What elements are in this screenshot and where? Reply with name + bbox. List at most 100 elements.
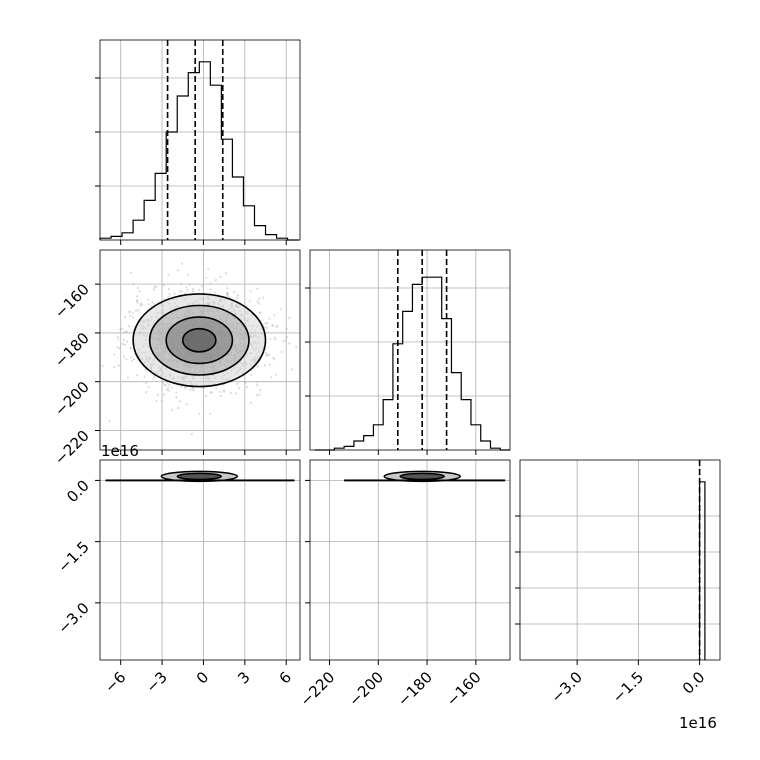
sample-point xyxy=(265,354,268,357)
sample-point xyxy=(139,304,142,307)
sample-point xyxy=(245,385,249,389)
panel-p1-histogram xyxy=(305,249,511,455)
sample-point xyxy=(140,302,143,305)
sample-point xyxy=(214,279,217,282)
sample-point xyxy=(118,347,121,350)
sample-point xyxy=(223,389,226,392)
sample-point xyxy=(186,289,189,292)
sample-point xyxy=(144,368,147,371)
sample-point xyxy=(255,381,258,384)
sample-point xyxy=(135,374,139,377)
sample-point xyxy=(269,337,272,341)
sample-point xyxy=(143,375,146,378)
sample-point xyxy=(256,383,259,387)
sample-point xyxy=(136,286,139,289)
p20-ytick-label-2: 0.0 xyxy=(63,477,93,507)
sample-point xyxy=(132,316,135,319)
sample-point xyxy=(264,351,267,355)
sample-point xyxy=(121,342,124,345)
p22-xtick-label-0: −3.0 xyxy=(547,668,585,706)
sample-point xyxy=(123,343,127,346)
sample-point xyxy=(117,364,120,367)
sample-point xyxy=(205,276,208,279)
sample-point xyxy=(156,393,159,396)
sample-point xyxy=(205,394,208,397)
sample-point xyxy=(219,275,222,279)
p00-frame xyxy=(99,39,301,241)
sample-point xyxy=(255,394,258,397)
sample-point xyxy=(228,295,231,299)
sample-point xyxy=(248,299,251,302)
sample-point xyxy=(180,282,183,285)
sample-point xyxy=(257,302,260,305)
sample-point xyxy=(129,346,132,349)
sample-point xyxy=(126,376,130,379)
sample-point xyxy=(167,295,170,298)
sample-point xyxy=(185,286,188,289)
sample-point xyxy=(154,285,158,289)
sample-point xyxy=(131,359,134,362)
sample-point xyxy=(122,338,125,342)
sample-point xyxy=(134,309,138,312)
sample-point xyxy=(147,385,150,389)
sample-point xyxy=(125,330,129,333)
panel-p0-p1-density: −220 −200 −180 −160 xyxy=(51,249,301,468)
sample-point xyxy=(140,303,144,306)
sample-point xyxy=(152,303,156,306)
sample-point xyxy=(170,408,173,411)
sample-point xyxy=(192,389,195,392)
sample-point xyxy=(219,390,222,393)
sample-point xyxy=(164,384,168,387)
sample-point xyxy=(268,363,271,366)
sample-point xyxy=(191,386,194,389)
sample-point xyxy=(287,342,291,345)
density-contour-inner xyxy=(176,472,223,481)
sample-point xyxy=(209,288,212,291)
p21-xtick-label-0: −220 xyxy=(296,668,338,710)
sample-point xyxy=(163,383,166,387)
sample-point xyxy=(163,393,166,396)
p0-hist-step xyxy=(99,61,299,241)
sample-point xyxy=(273,314,276,317)
p20-ytick-label-0: −3.0 xyxy=(54,599,92,637)
sample-point xyxy=(274,373,278,377)
sample-point xyxy=(176,269,180,272)
sample-point xyxy=(132,358,136,361)
sample-point xyxy=(137,309,140,312)
sample-point xyxy=(224,272,227,275)
y-offset-label: 1e16 xyxy=(101,442,139,460)
sample-point xyxy=(125,358,128,361)
sample-point xyxy=(167,288,171,291)
sample-point xyxy=(123,316,127,319)
sample-point xyxy=(128,311,131,314)
sample-point xyxy=(207,267,210,271)
sample-point xyxy=(276,324,279,328)
sample-point xyxy=(266,353,269,357)
panel-p0-histogram xyxy=(95,39,301,245)
sample-point xyxy=(209,391,212,394)
p20-ytick-label-1: −1.5 xyxy=(54,538,92,576)
sample-point xyxy=(284,339,287,342)
p20-frame xyxy=(99,459,301,661)
sample-point xyxy=(222,390,226,393)
x-offset-label: 1e16 xyxy=(679,714,717,732)
sample-point xyxy=(258,297,261,300)
sample-point xyxy=(129,347,132,350)
sample-point xyxy=(290,368,293,371)
sample-point xyxy=(167,386,170,389)
sample-point xyxy=(144,391,148,394)
sample-point xyxy=(236,294,240,297)
sample-point xyxy=(161,382,164,385)
sample-point xyxy=(155,399,158,403)
sample-point xyxy=(192,289,195,293)
sample-point xyxy=(177,406,180,410)
panel-p2-histogram: −3.0 −1.5 0.0 xyxy=(515,459,721,707)
sample-point xyxy=(175,396,178,399)
sample-point xyxy=(272,356,275,360)
sample-point xyxy=(128,310,131,313)
sample-point xyxy=(256,365,259,368)
sample-point xyxy=(153,285,156,288)
p10-frame xyxy=(99,249,301,451)
sample-point xyxy=(175,391,178,394)
p20-xtick-label-4: 6 xyxy=(276,668,295,687)
